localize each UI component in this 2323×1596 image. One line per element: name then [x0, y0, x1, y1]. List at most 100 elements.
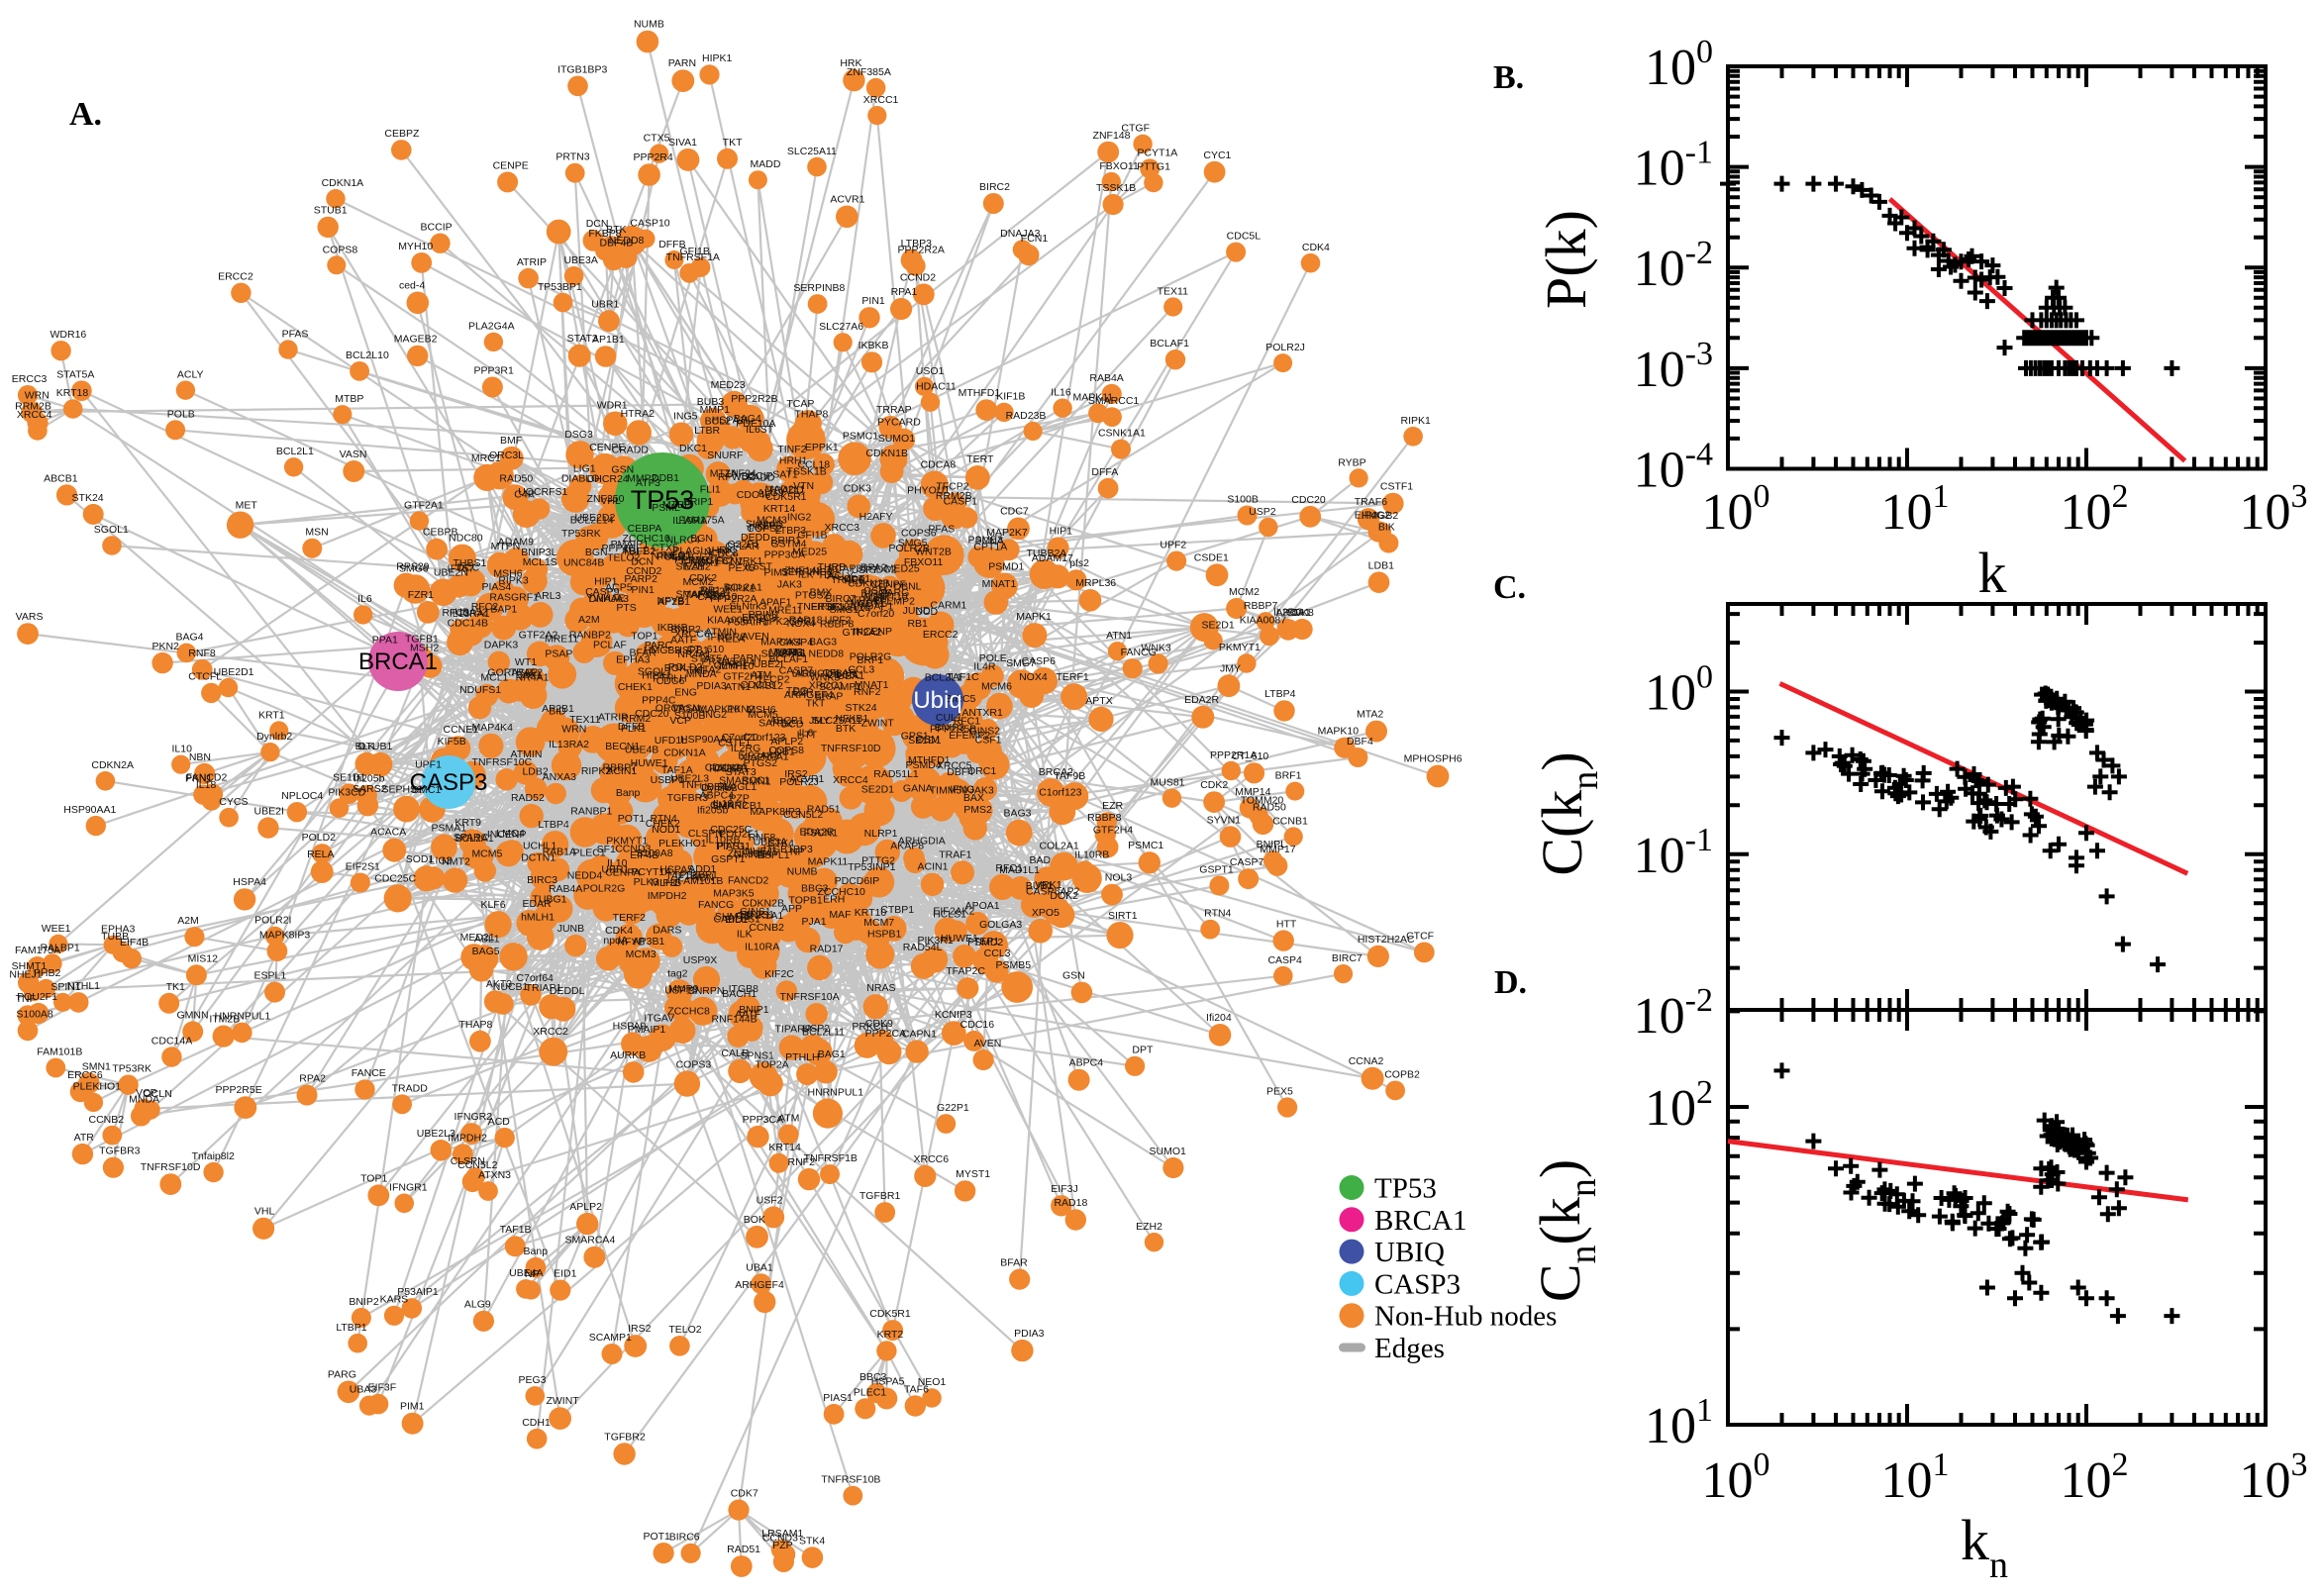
svg-text:BOK: BOK — [664, 662, 686, 674]
svg-text:IL18: IL18 — [713, 798, 734, 810]
svg-text:WRN: WRN — [561, 723, 586, 735]
svg-text:DSG3: DSG3 — [564, 429, 593, 441]
svg-text:SARS2: SARS2 — [758, 718, 793, 730]
svg-text:NEO1: NEO1 — [918, 1376, 947, 1388]
svg-text:EFEMP2: EFEMP2 — [873, 596, 915, 608]
svg-text:PIM1: PIM1 — [763, 566, 788, 578]
svg-text:RANBP1: RANBP1 — [570, 806, 612, 818]
svg-text:IL6: IL6 — [799, 728, 814, 740]
svg-text:CDT1: CDT1 — [858, 598, 885, 610]
svg-text:CCL18: CCL18 — [797, 458, 830, 470]
svg-text:TP53RK: TP53RK — [561, 528, 601, 540]
svg-text:BIRC3: BIRC3 — [527, 874, 557, 886]
svg-text:JUNB: JUNB — [557, 923, 584, 935]
svg-text:BCL2L1: BCL2L1 — [276, 446, 314, 457]
svg-text:TNFRSF10D: TNFRSF10D — [821, 743, 881, 754]
svg-text:ERCC6: ERCC6 — [67, 1069, 103, 1081]
svg-text:PEG3: PEG3 — [518, 1374, 546, 1386]
svg-text:LTBP3: LTBP3 — [775, 525, 806, 537]
svg-text:VTN: VTN — [793, 480, 814, 492]
svg-text:BIRC6: BIRC6 — [669, 1532, 700, 1544]
svg-text:BOK: BOK — [744, 1214, 765, 1226]
svg-text:NDC80: NDC80 — [449, 533, 483, 545]
svg-text:HSP90AA1: HSP90AA1 — [680, 734, 733, 746]
svg-text:RB1: RB1 — [907, 618, 928, 630]
svg-text:VASN: VASN — [672, 703, 700, 715]
svg-text:RAD18: RAD18 — [1054, 1197, 1087, 1209]
svg-text:BGN: BGN — [585, 547, 608, 558]
svg-text:HSPA5: HSPA5 — [659, 864, 693, 876]
svg-text:CT_610: CT_610 — [1232, 750, 1269, 762]
svg-text:SE1D1: SE1D1 — [908, 735, 941, 747]
svg-text:RAD51L1: RAD51L1 — [873, 768, 919, 780]
svg-text:TEX11: TEX11 — [569, 714, 600, 726]
svg-text:CCN5L2: CCN5L2 — [783, 809, 823, 821]
svg-text:CABLES1: CABLES1 — [714, 914, 760, 926]
svg-text:TCAP: TCAP — [786, 398, 814, 410]
svg-text:USO1: USO1 — [916, 365, 945, 377]
svg-text:TRAF6: TRAF6 — [1355, 496, 1387, 508]
svg-text:IFNGR2: IFNGR2 — [454, 1111, 493, 1123]
svg-text:CASP7: CASP7 — [1230, 856, 1264, 868]
svg-text:MLH1: MLH1 — [651, 877, 678, 889]
svg-text:CDC45: CDC45 — [737, 489, 771, 501]
svg-text:CDC5L: CDC5L — [827, 669, 861, 681]
svg-text:PPP4C: PPP4C — [601, 543, 636, 554]
svg-text:EPPK1: EPPK1 — [805, 442, 839, 453]
svg-text:NUCB1: NUCB1 — [493, 981, 529, 993]
svg-text:FLI1: FLI1 — [700, 484, 721, 496]
svg-text:ACVR1: ACVR1 — [789, 773, 824, 785]
svg-text:UBE3A: UBE3A — [754, 837, 787, 848]
svg-text:MED25: MED25 — [792, 547, 827, 558]
svg-text:AVEN: AVEN — [742, 631, 769, 643]
svg-text:CASP1: CASP1 — [944, 495, 978, 507]
svg-text:RIPK1: RIPK1 — [725, 582, 756, 594]
svg-text:SMARCB1: SMARCB1 — [712, 800, 762, 812]
svg-text:CDKN2B: CDKN2B — [848, 578, 890, 590]
svg-text:101: 101 — [1881, 1446, 1950, 1509]
svg-text:USBP1: USBP1 — [651, 774, 685, 786]
svg-text:PSML: PSML — [652, 502, 680, 514]
svg-text:HIP1: HIP1 — [1050, 525, 1073, 537]
svg-text:SMG5: SMG5 — [898, 537, 928, 549]
svg-text:PEX5: PEX5 — [728, 562, 755, 574]
svg-text:UFD1L: UFD1L — [655, 735, 687, 747]
svg-text:SLC25A11: SLC25A11 — [787, 146, 837, 157]
svg-text:TERF1: TERF1 — [1056, 671, 1088, 683]
svg-text:IL10RB: IL10RB — [1074, 848, 1109, 860]
svg-text:Ifi205b: Ifi205b — [354, 773, 385, 785]
svg-text:MAPK8IP3: MAPK8IP3 — [750, 806, 801, 818]
svg-text:KRT10: KRT10 — [855, 907, 887, 919]
svg-text:MAD1L1: MAD1L1 — [999, 864, 1040, 876]
svg-text:MAPK8IP3: MAPK8IP3 — [259, 929, 311, 941]
svg-text:SIVA1: SIVA1 — [675, 561, 704, 573]
svg-text:HSPB1: HSPB1 — [867, 929, 902, 941]
svg-text:MYH10: MYH10 — [398, 241, 433, 252]
svg-text:GSN: GSN — [611, 463, 634, 475]
svg-text:RIPK3: RIPK3 — [498, 574, 529, 586]
svg-text:HSPA4: HSPA4 — [233, 876, 266, 888]
svg-text:TKT: TKT — [806, 698, 826, 710]
svg-text:APAF1: APAF1 — [759, 597, 792, 609]
svg-text:COPB2: COPB2 — [1384, 1069, 1420, 1081]
svg-text:NP: NP — [525, 1268, 540, 1280]
svg-text:CDC7: CDC7 — [1000, 506, 1029, 518]
svg-text:TOMM20: TOMM20 — [1241, 795, 1284, 807]
svg-text:LTBR: LTBR — [694, 425, 720, 437]
svg-text:NOX4: NOX4 — [1019, 671, 1048, 683]
svg-text:ERCC3: ERCC3 — [742, 612, 777, 624]
svg-text:ATN1: ATN1 — [1106, 630, 1132, 642]
svg-text:TRRAP: TRRAP — [876, 404, 912, 416]
svg-text:CDKN1B: CDKN1B — [865, 448, 908, 459]
svg-text:UBA1: UBA1 — [746, 1261, 773, 1273]
svg-text:MMP17: MMP17 — [1260, 844, 1295, 855]
svg-text:FANCG: FANCG — [1121, 647, 1157, 658]
svg-text:MUS81: MUS81 — [1150, 777, 1184, 789]
svg-text:NR4A1: NR4A1 — [516, 672, 550, 684]
svg-text:KRT10: KRT10 — [875, 591, 908, 603]
svg-text:PPP3CA: PPP3CA — [743, 1114, 783, 1126]
svg-text:NTHL1: NTHL1 — [652, 550, 684, 562]
svg-text:CDC6: CDC6 — [710, 548, 739, 559]
svg-text:TOPB1: TOPB1 — [788, 894, 822, 906]
svg-text:BAG4: BAG4 — [175, 632, 203, 644]
